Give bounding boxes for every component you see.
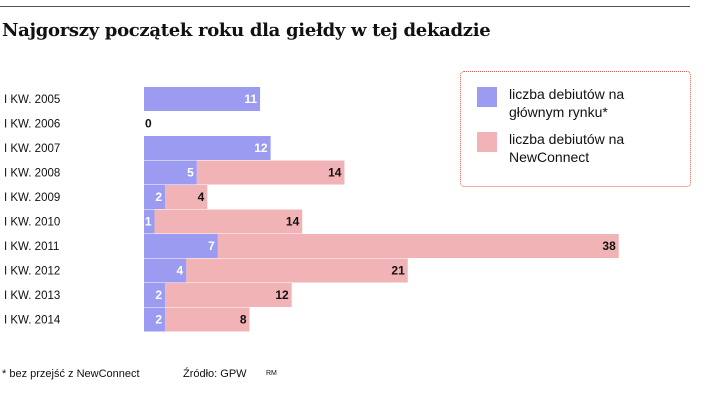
value-label-main-market-7: 4: [177, 264, 184, 278]
bar-main-market-0: [144, 87, 261, 111]
bar-newconnect-5: [154, 209, 303, 234]
value-label-main-market-6: 7: [208, 239, 215, 253]
value-label-newconnect-6: 38: [602, 239, 616, 253]
bar-newconnect-4: [165, 185, 208, 209]
value-label-main-market-4: 2: [155, 190, 162, 204]
legend-swatch-main-market: [477, 87, 497, 107]
footnote: * bez przejść z NewConnect: [2, 368, 140, 380]
value-label-main-market-2: 12: [254, 141, 268, 155]
bar-newconnect-9: [165, 307, 250, 332]
top-rule: [0, 6, 690, 7]
bar-main-market-2: [144, 136, 271, 160]
value-label-newconnect-5: 14: [286, 215, 300, 229]
author-initials: RM: [266, 370, 277, 377]
legend: liczba debiutów na głównym rynku* liczba…: [460, 71, 691, 187]
value-label-main-market-3: 5: [187, 166, 194, 180]
value-label-main-market-5: 1: [145, 215, 152, 229]
source-note: Źródło: GPW: [183, 368, 247, 380]
category-label-1: I KW. 2006: [4, 119, 60, 131]
chart-title: Najgorszy początek roku dla giełdy w tej…: [2, 20, 491, 41]
legend-label-newconnect: liczba debiutów na NewConnect: [509, 131, 625, 165]
bar-main-market-8: [144, 283, 166, 307]
legend-swatch-newconnect: [477, 132, 497, 152]
category-label-2: I KW. 2007: [4, 143, 60, 155]
value-label-newconnect-7: 21: [391, 264, 405, 278]
category-label-0: I KW. 2005: [4, 94, 60, 106]
category-label-6: I KW. 2011: [4, 241, 59, 253]
bar-newconnect-3: [196, 160, 345, 185]
bar-main-market-5: [144, 209, 155, 234]
bar-main-market-3: [144, 160, 197, 185]
bar-main-market-6: [144, 234, 218, 258]
value-label-newconnect-8: 12: [275, 288, 289, 302]
value-label-newconnect-4: 4: [198, 190, 205, 204]
value-label-main-market-0: 11: [244, 92, 257, 106]
category-label-4: I KW. 2009: [4, 192, 60, 204]
bar-newconnect-7: [186, 258, 408, 283]
bar-newconnect-8: [165, 283, 292, 307]
legend-label-main-market: liczba debiutów na głównym rynku*: [509, 86, 625, 120]
value-label-newconnect-9: 8: [240, 313, 247, 327]
value-label-newconnect-3: 14: [328, 166, 342, 180]
bar-newconnect-6: [217, 234, 619, 258]
category-label-9: I KW. 2014: [4, 315, 61, 327]
value-label-main-market-1: 0: [145, 117, 152, 131]
category-label-7: I KW. 2012: [4, 266, 60, 278]
legend-item-main-market: liczba debiutów na głównym rynku*: [477, 85, 669, 121]
bar-main-market-9: [144, 307, 166, 332]
legend-item-newconnect: liczba debiutów na NewConnect: [477, 130, 669, 166]
value-label-main-market-8: 2: [155, 288, 162, 302]
value-label-main-market-9: 2: [155, 313, 162, 327]
bar-main-market-7: [144, 258, 187, 283]
category-label-8: I KW. 2013: [4, 290, 60, 302]
category-label-5: I KW. 2010: [4, 217, 60, 229]
bar-main-market-4: [144, 185, 166, 209]
category-label-3: I KW. 2008: [4, 168, 60, 180]
